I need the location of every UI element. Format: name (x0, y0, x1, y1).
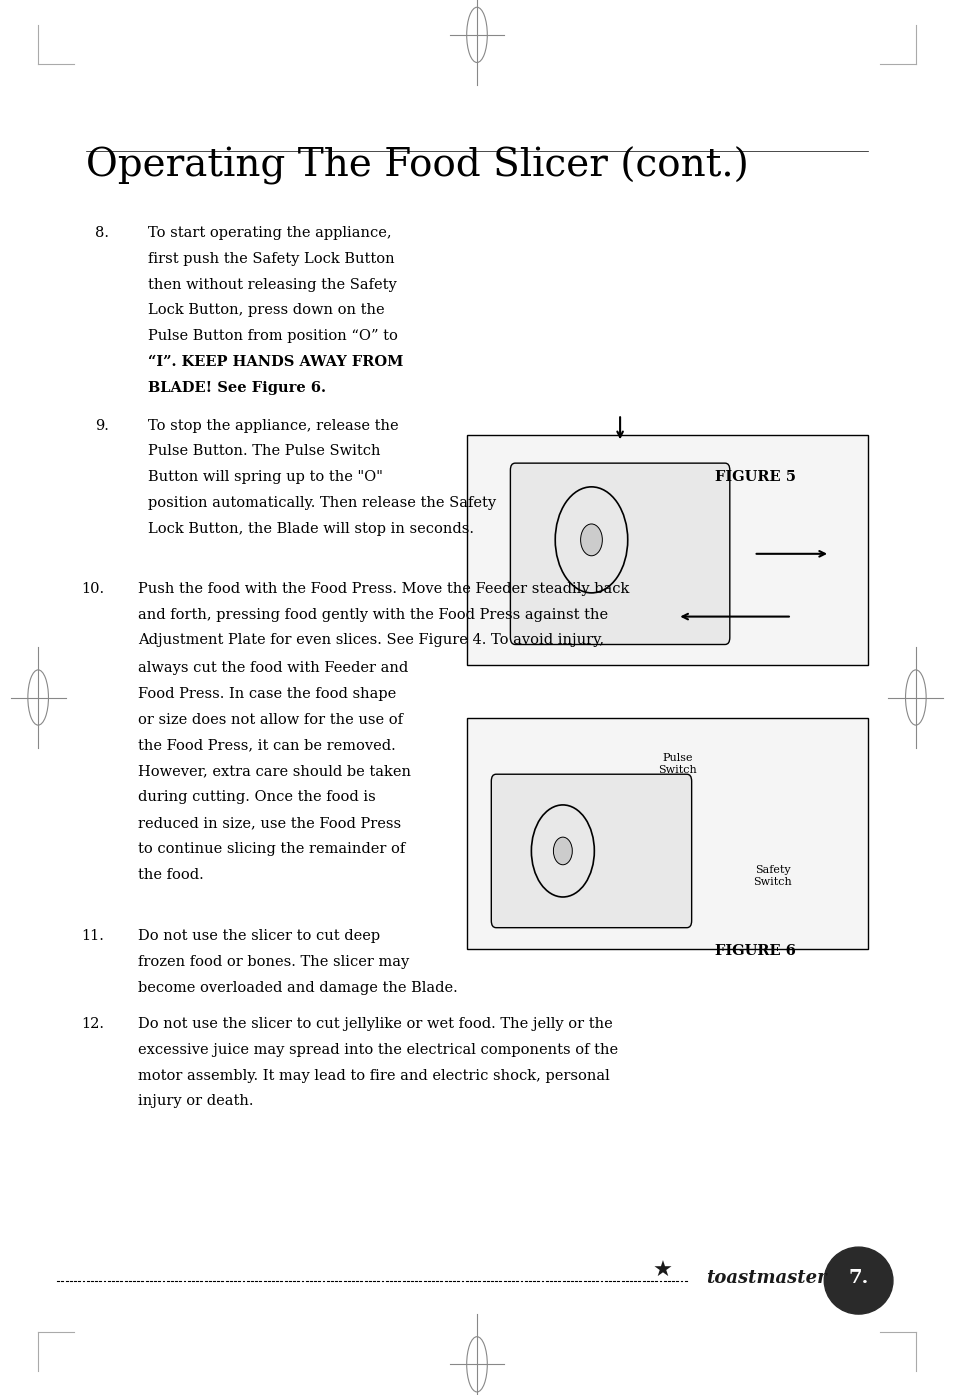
Text: excessive juice may spread into the electrical components of the: excessive juice may spread into the elec… (138, 1043, 618, 1057)
Text: the food.: the food. (138, 868, 204, 882)
FancyBboxPatch shape (491, 774, 691, 928)
Text: Pulse Button from position “O” to: Pulse Button from position “O” to (148, 329, 397, 343)
Circle shape (553, 837, 572, 865)
Text: injury or death.: injury or death. (138, 1094, 253, 1109)
Text: Lock Button, the Blade will stop in seconds.: Lock Button, the Blade will stop in seco… (148, 522, 474, 536)
Text: position automatically. Then release the Safety: position automatically. Then release the… (148, 497, 496, 511)
Text: motor assembly. It may lead to fire and electric shock, personal: motor assembly. It may lead to fire and … (138, 1069, 609, 1083)
Text: reduced in size, use the Food Press: reduced in size, use the Food Press (138, 816, 401, 830)
Text: Adjustment Plate for even slices. See Figure 4. To avoid injury,: Adjustment Plate for even slices. See Fi… (138, 633, 604, 647)
Text: Operating The Food Slicer (cont.): Operating The Food Slicer (cont.) (86, 146, 748, 186)
Text: 8.: 8. (95, 226, 110, 240)
Text: FIGURE 5: FIGURE 5 (715, 470, 796, 484)
Text: frozen food or bones. The slicer may: frozen food or bones. The slicer may (138, 954, 409, 970)
Text: then without releasing the Safety: then without releasing the Safety (148, 278, 396, 292)
Text: Pulse Button. The Pulse Switch: Pulse Button. The Pulse Switch (148, 444, 380, 459)
Text: Safety
Switch: Safety Switch (753, 865, 791, 886)
Text: 11.: 11. (81, 929, 104, 943)
Text: FIGURE 6: FIGURE 6 (715, 944, 796, 958)
Text: the Food Press, it can be removed.: the Food Press, it can be removed. (138, 738, 395, 753)
Text: However, extra care should be taken: However, extra care should be taken (138, 764, 411, 778)
Ellipse shape (823, 1247, 892, 1314)
Text: Food Press. In case the food shape: Food Press. In case the food shape (138, 686, 396, 702)
Text: Push the food with the Food Press. Move the Feeder steadily back: Push the food with the Food Press. Move … (138, 582, 629, 596)
Circle shape (580, 525, 601, 555)
Text: Lock Button, press down on the: Lock Button, press down on the (148, 304, 384, 318)
Text: first push the Safety Lock Button: first push the Safety Lock Button (148, 251, 395, 266)
Text: and forth, pressing food gently with the Food Press against the: and forth, pressing food gently with the… (138, 608, 608, 622)
Text: to continue slicing the remainder of: to continue slicing the remainder of (138, 841, 405, 857)
Text: 7.: 7. (847, 1269, 868, 1286)
Text: 9.: 9. (95, 418, 110, 432)
Text: Do not use the slicer to cut deep: Do not use the slicer to cut deep (138, 929, 380, 943)
Text: Pulse
Switch: Pulse Switch (658, 753, 696, 774)
Text: become overloaded and damage the Blade.: become overloaded and damage the Blade. (138, 981, 457, 995)
Text: during cutting. Once the food is: during cutting. Once the food is (138, 790, 375, 805)
Text: To start operating the appliance,: To start operating the appliance, (148, 226, 391, 240)
FancyBboxPatch shape (510, 463, 729, 644)
FancyBboxPatch shape (467, 435, 867, 665)
Text: “I”. KEEP HANDS AWAY FROM: “I”. KEEP HANDS AWAY FROM (148, 356, 403, 370)
Text: toastmaster: toastmaster (705, 1269, 825, 1286)
Text: always cut the food with Feeder and: always cut the food with Feeder and (138, 661, 408, 675)
Text: 12.: 12. (81, 1017, 104, 1031)
Text: 10.: 10. (81, 582, 104, 596)
FancyBboxPatch shape (467, 718, 867, 949)
Text: To stop the appliance, release the: To stop the appliance, release the (148, 418, 398, 432)
Text: BLADE! See Figure 6.: BLADE! See Figure 6. (148, 381, 326, 395)
Text: ★: ★ (653, 1261, 672, 1281)
Text: or size does not allow for the use of: or size does not allow for the use of (138, 713, 403, 727)
Text: Button will spring up to the "O": Button will spring up to the "O" (148, 470, 382, 484)
Text: Do not use the slicer to cut jellylike or wet food. The jelly or the: Do not use the slicer to cut jellylike o… (138, 1017, 613, 1031)
